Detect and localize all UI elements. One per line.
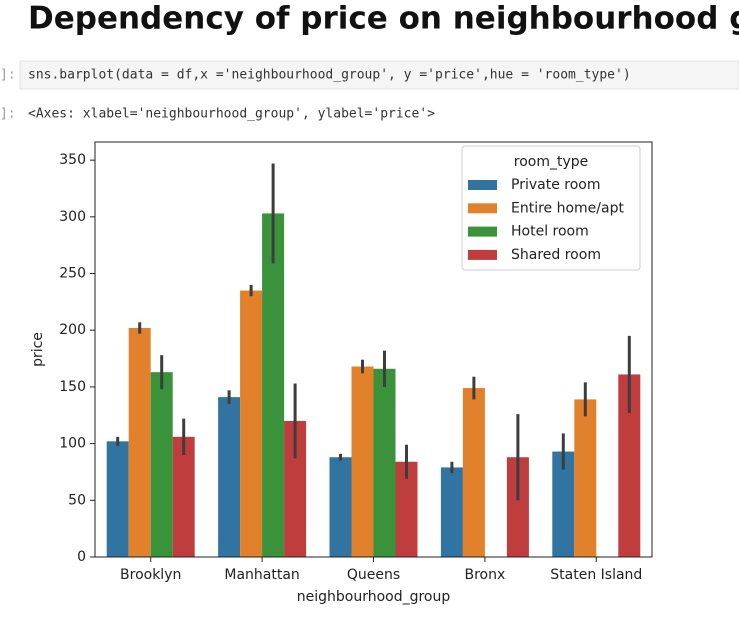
bar (618, 374, 641, 557)
prompt: ]: (0, 68, 16, 83)
legend-label: Shared room (511, 247, 601, 263)
y-axis-label: price (30, 332, 46, 367)
bar (172, 436, 195, 557)
bar (128, 327, 151, 557)
code: sns.barplot(data = df,x ='neighbourhood_… (28, 68, 631, 83)
legend-label: Entire home/apt (511, 200, 624, 216)
legend-swatch (468, 249, 497, 260)
legend-swatch (468, 226, 497, 237)
bar (462, 388, 485, 557)
bar (373, 368, 396, 557)
code-cell[interactable] (19, 60, 739, 90)
y-tick-label: 350 (59, 152, 86, 168)
bar (329, 457, 352, 557)
bar (552, 451, 575, 557)
bar (440, 467, 463, 557)
bar (395, 461, 418, 557)
heading: Dependency of price on neighbourhood gro… (28, 1, 739, 37)
x-tick-label: Queens (347, 567, 400, 583)
y-tick-label: 0 (77, 549, 86, 565)
bar (506, 457, 529, 557)
legend-title: room_type (514, 154, 589, 170)
y-tick-label: 150 (59, 379, 86, 395)
bar (574, 399, 597, 557)
bar (240, 290, 263, 557)
bar (262, 213, 285, 557)
y-tick-label: 300 (59, 209, 86, 225)
x-tick-label: Manhattan (224, 567, 299, 583)
y-tick-label: 200 (59, 322, 86, 338)
prompt: ]: (0, 107, 16, 122)
x-axis-label: neighbourhood_group (297, 589, 451, 605)
plot-frame (94, 141, 653, 558)
bar (351, 366, 374, 557)
legend-label: Hotel room (511, 224, 589, 240)
legend-box (461, 145, 641, 271)
y-tick-label: 50 (68, 492, 86, 508)
bar (218, 397, 241, 557)
legend-label: Private room (511, 177, 600, 193)
y-tick-label: 250 (59, 266, 86, 282)
x-tick-label: Brooklyn (120, 567, 181, 583)
bar (106, 441, 129, 557)
output-text: <Axes: xlabel='neighbourhood_group', yla… (28, 107, 435, 122)
legend-swatch (468, 203, 497, 214)
bar (150, 372, 173, 557)
x-tick-label: Staten Island (550, 567, 642, 583)
legend-swatch (468, 180, 497, 190)
bar (284, 420, 307, 557)
x-tick-label: Bronx (465, 567, 506, 583)
y-tick-label: 100 (59, 436, 86, 452)
